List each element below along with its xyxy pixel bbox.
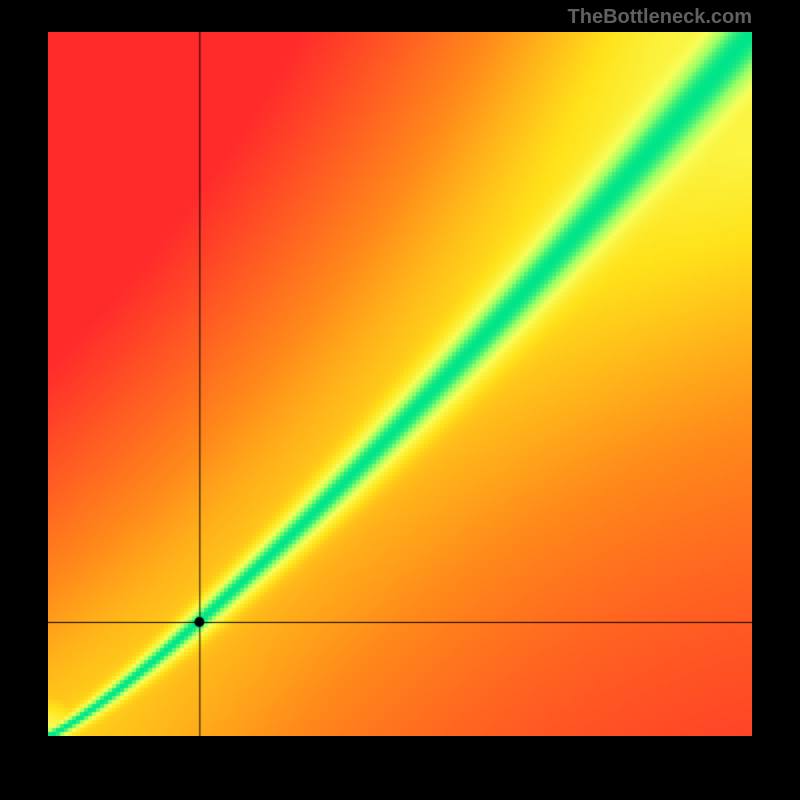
chart-container: TheBottleneck.com bbox=[0, 0, 800, 800]
heatmap-canvas bbox=[48, 32, 752, 736]
heatmap-plot bbox=[48, 32, 752, 736]
watermark-text: TheBottleneck.com bbox=[568, 6, 752, 29]
